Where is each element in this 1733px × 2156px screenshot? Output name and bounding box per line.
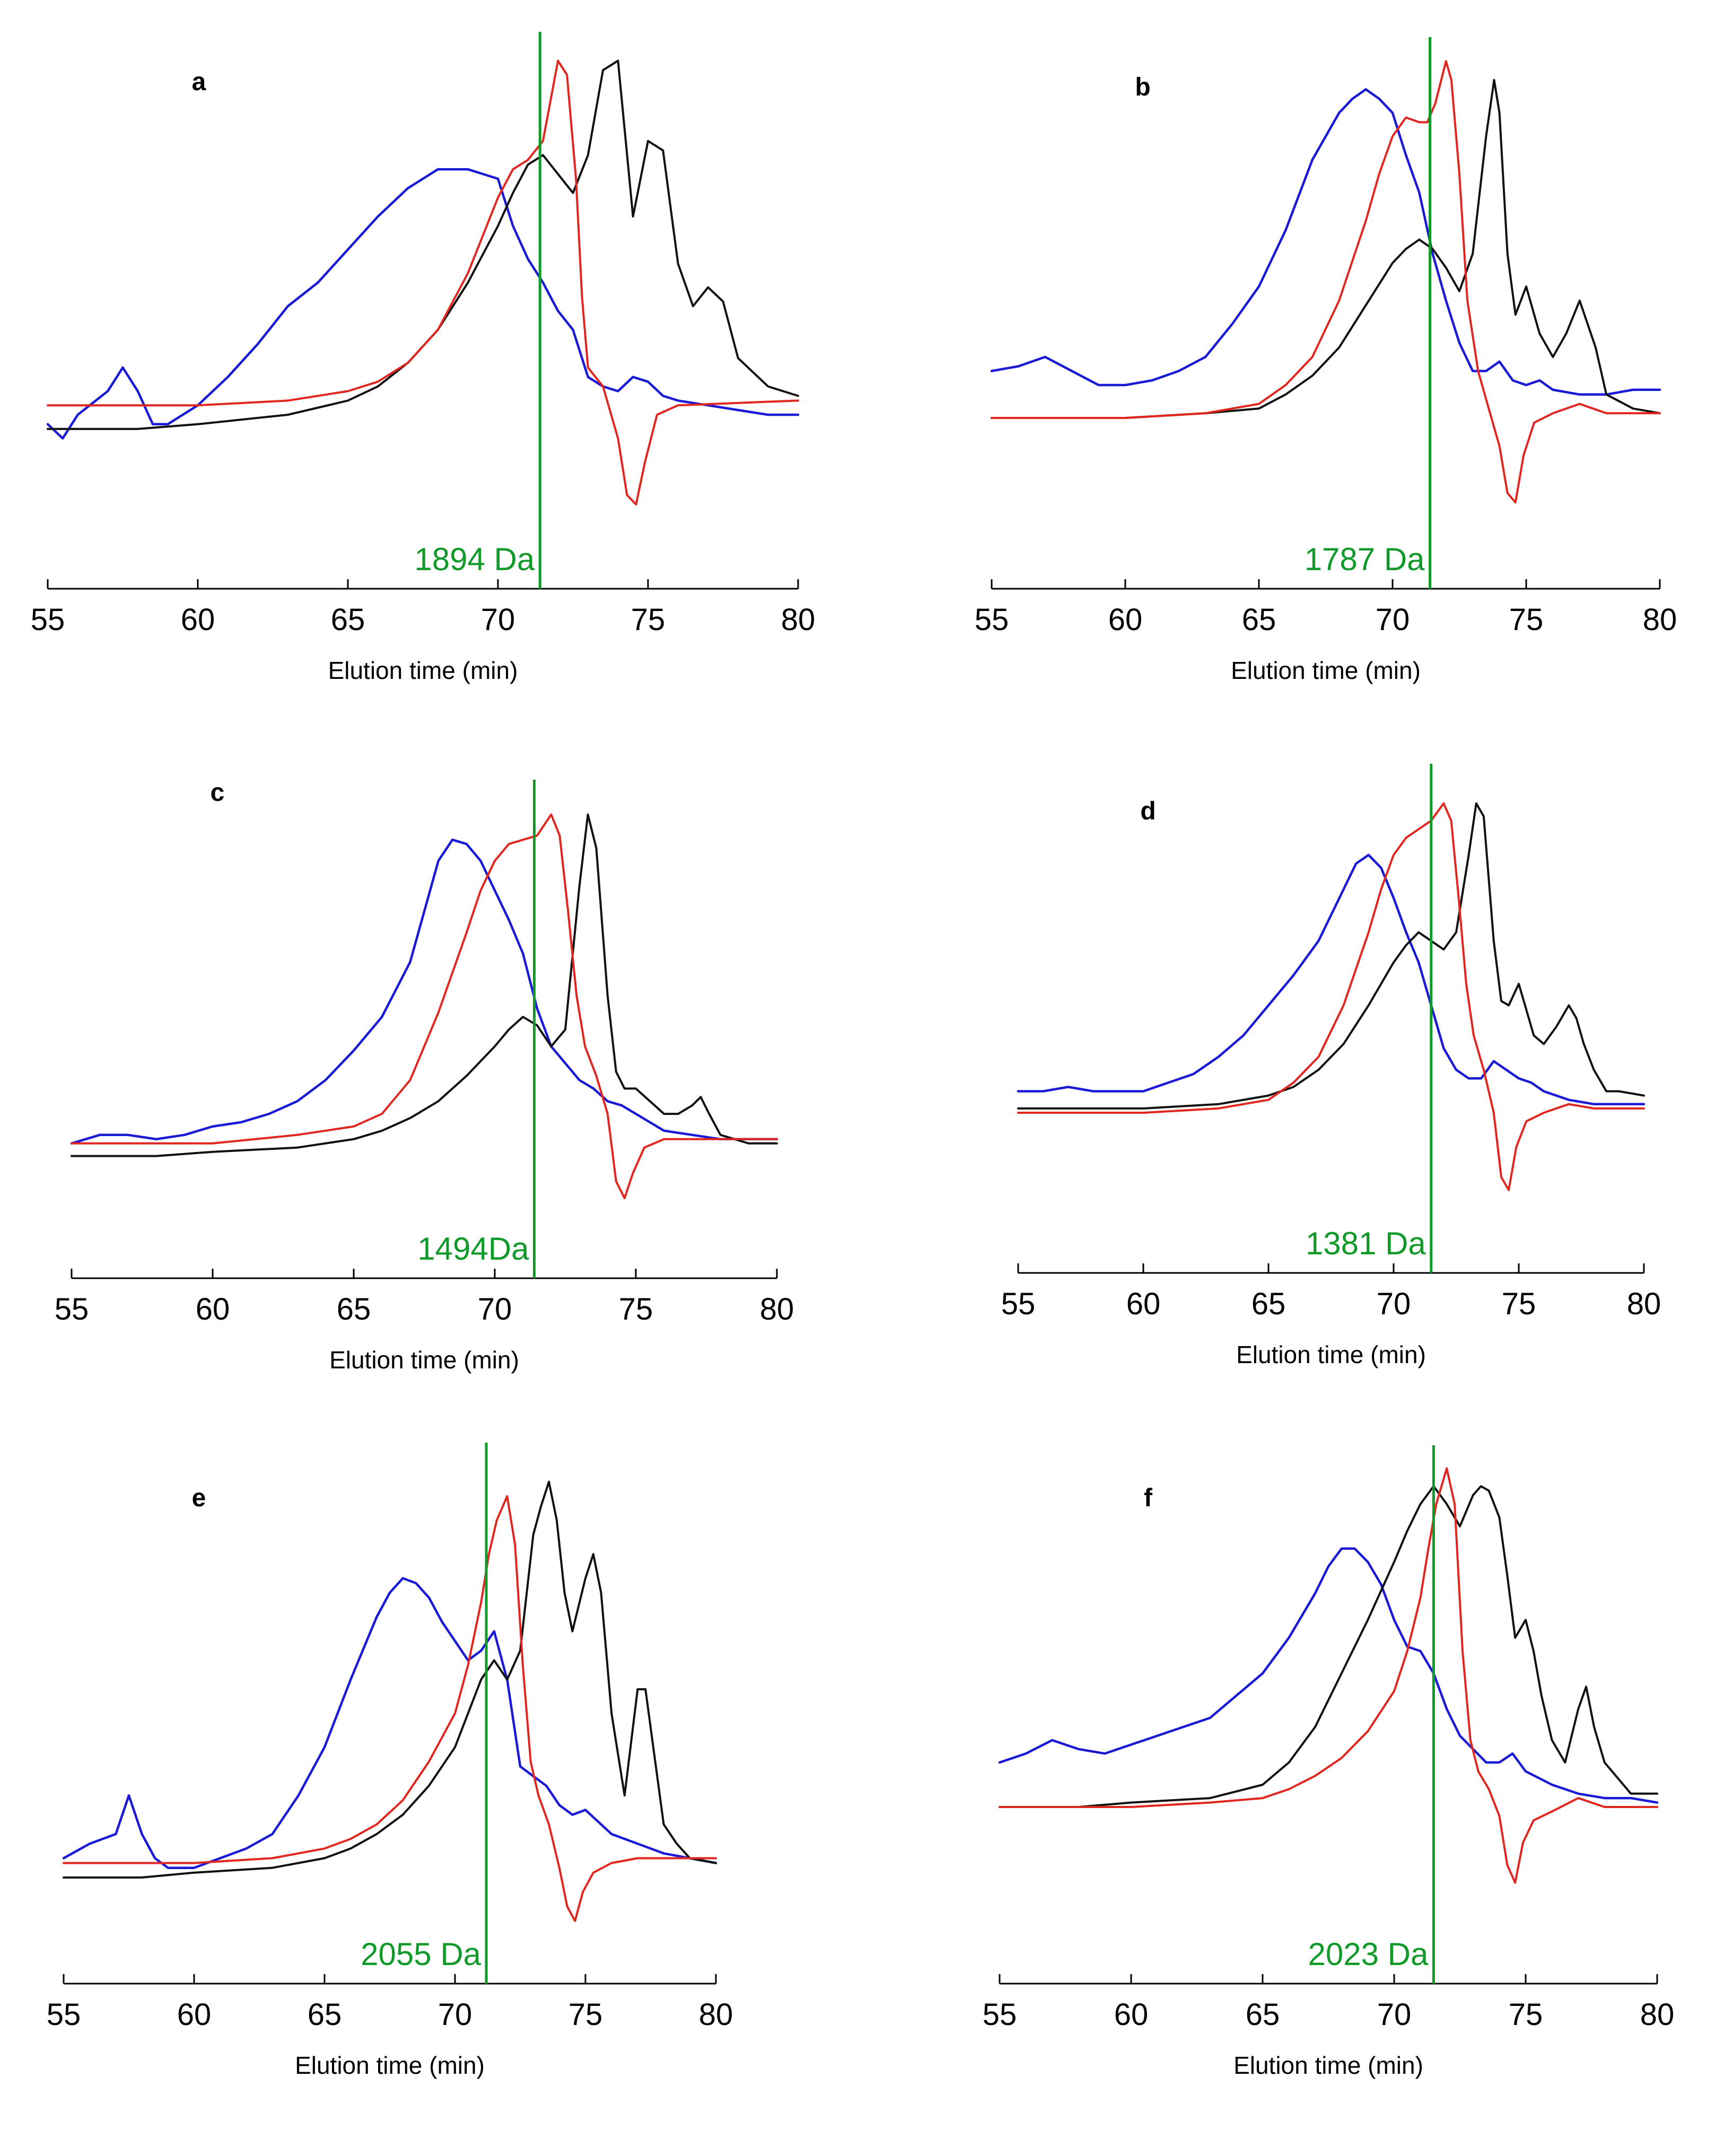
x-tick-label: 60 <box>181 603 215 637</box>
panel-label: e <box>192 1484 206 1512</box>
x-tick-label: 70 <box>1377 1287 1411 1321</box>
series-line-black <box>71 813 778 1157</box>
series-line-blue <box>998 1547 1659 1804</box>
panel-b: 55 60 65 70 75 80 Elution time (min) b 1787 Da <box>975 37 1677 684</box>
series-line-red <box>47 59 799 506</box>
x-tick-label: 55 <box>31 603 65 637</box>
x-tick-label: 75 <box>619 1292 653 1326</box>
series-line-red <box>63 1495 717 1922</box>
x-tick-label: 55 <box>1001 1287 1036 1321</box>
series-line-red <box>999 1467 1658 1884</box>
series-line-black <box>47 59 799 430</box>
x-axis-label: Elution time (min) <box>1233 2052 1423 2079</box>
series-line-blue <box>70 839 778 1145</box>
panel-label: f <box>1144 1484 1153 1512</box>
x-axis-label: Elution time (min) <box>1231 657 1421 684</box>
x-axis-label: Elution time (min) <box>329 1346 519 1374</box>
series-line-red <box>991 60 1661 504</box>
x-tick-label: 70 <box>1376 603 1410 637</box>
x-tick-label: 60 <box>196 1292 230 1326</box>
x-tick-label: 60 <box>1108 603 1143 637</box>
series-line-blue <box>1017 853 1646 1106</box>
series-line-black <box>1017 802 1645 1110</box>
x-tick-label: 75 <box>1509 603 1544 637</box>
x-tick-label: 65 <box>1246 1997 1280 2032</box>
series-line-red <box>1017 802 1645 1191</box>
x-tick-label: 80 <box>699 1997 733 2032</box>
x-tick-label: 65 <box>337 1292 371 1326</box>
x-tick-label: 65 <box>1242 603 1276 637</box>
x-tick-label: 55 <box>983 1997 1017 2032</box>
panel-label: a <box>192 68 206 96</box>
panel-a: 55 60 65 70 75 80 Elution time (min) a 1894 Da <box>31 32 816 684</box>
panel-f: 55 60 65 70 75 80 Elution time (min) f 2023 Da <box>983 1445 1675 2079</box>
panel-d: 55 60 65 70 75 80 Elution time (min) d 1381 Da <box>1001 764 1661 1368</box>
panel-label: d <box>1140 797 1156 825</box>
x-tick-label: 60 <box>177 1997 212 2032</box>
x-tick-label: 60 <box>1114 1997 1149 2032</box>
series-line-black <box>63 1480 717 1879</box>
x-tick-label: 70 <box>438 1997 472 2032</box>
x-tick-label: 70 <box>1377 1997 1412 2032</box>
series-line-black <box>999 1485 1658 1808</box>
x-tick-label: 75 <box>568 1997 603 2032</box>
series-line-black <box>991 78 1661 419</box>
x-tick-label: 70 <box>481 603 515 637</box>
molecular-weight-marker-label: 2023 Da <box>1308 1936 1429 1972</box>
x-tick-label: 80 <box>1627 1287 1661 1321</box>
x-tick-label: 75 <box>1509 1997 1543 2032</box>
x-tick-label: 75 <box>1502 1287 1536 1321</box>
series-line-blue <box>62 1577 717 1869</box>
x-tick-label: 80 <box>1640 1997 1675 2032</box>
x-tick-label: 60 <box>1126 1287 1161 1321</box>
panel-label: b <box>1135 73 1150 101</box>
x-tick-label: 55 <box>55 1292 89 1326</box>
molecular-weight-marker-label: 2055 Da <box>361 1936 481 1972</box>
x-tick-label: 55 <box>47 1997 81 2032</box>
molecular-weight-marker-label: 1494Da <box>417 1231 529 1267</box>
x-axis-label: Elution time (min) <box>328 657 518 684</box>
x-tick-label: 75 <box>631 603 666 637</box>
panel-label: c <box>211 779 225 807</box>
x-tick-label: 70 <box>478 1292 512 1326</box>
x-tick-label: 65 <box>308 1997 342 2032</box>
x-tick-label: 80 <box>760 1292 794 1326</box>
x-tick-label: 55 <box>975 603 1009 637</box>
series-line-red <box>71 813 778 1200</box>
molecular-weight-marker-label: 1787 Da <box>1305 542 1425 577</box>
x-tick-label: 80 <box>1643 603 1677 637</box>
x-tick-label: 65 <box>1251 1287 1286 1321</box>
series-line-blue <box>46 168 800 440</box>
x-axis-label: Elution time (min) <box>1236 1341 1426 1368</box>
molecular-weight-marker-label: 1894 Da <box>414 542 535 577</box>
molecular-weight-marker-label: 1381 Da <box>1306 1226 1426 1261</box>
panel-c: 55 60 65 70 75 80 Elution time (min) c 1494Da <box>55 779 794 1374</box>
x-axis-label: Elution time (min) <box>295 2052 485 2079</box>
panel-e: 55 60 65 70 75 80 Elution time (min) e 2055 Da <box>47 1443 733 2079</box>
x-tick-label: 65 <box>331 603 365 637</box>
x-tick-label: 80 <box>781 603 816 637</box>
series-line-blue <box>990 88 1661 396</box>
